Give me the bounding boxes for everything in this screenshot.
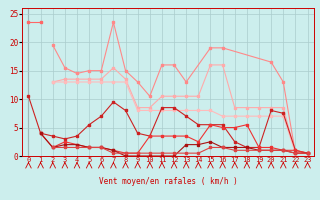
X-axis label: Vent moyen/en rafales ( km/h ): Vent moyen/en rafales ( km/h ): [99, 177, 237, 186]
